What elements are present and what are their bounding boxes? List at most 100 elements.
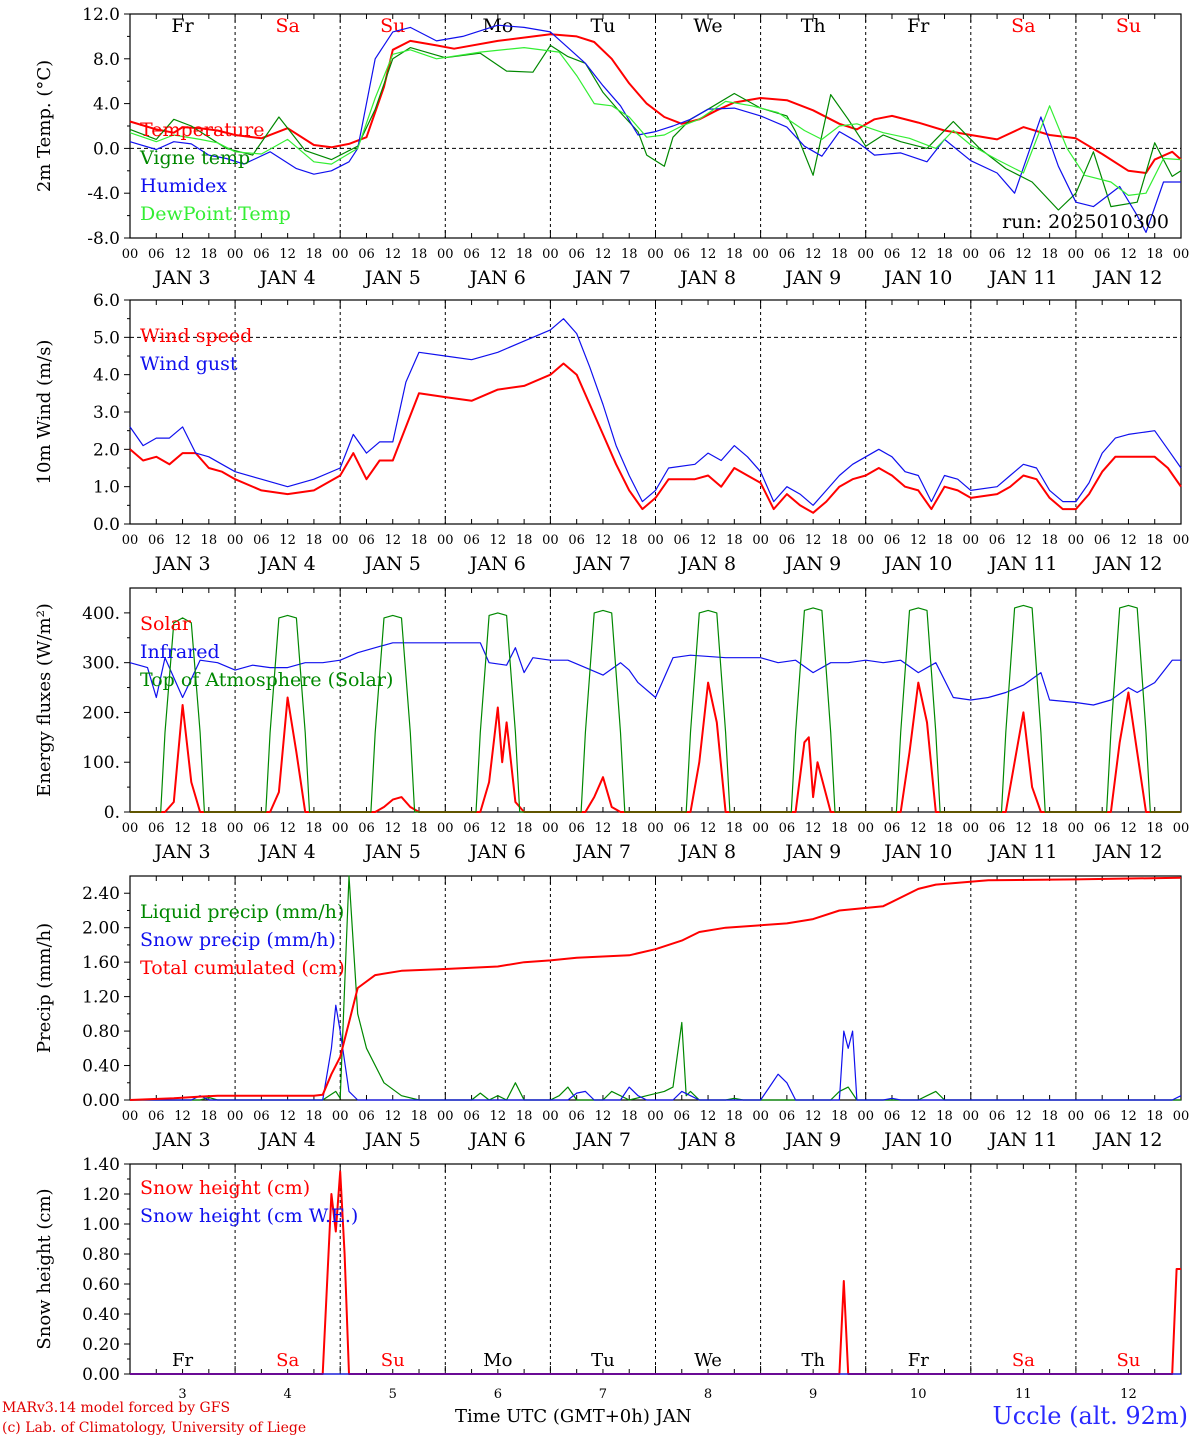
legend-entry: Humidex [140,175,227,197]
station-label: Uccle (alt. 92m) [992,1402,1188,1430]
hour-tick-label: 06 [463,247,480,262]
y-tick-label: 8.0 [93,50,120,70]
hour-tick-label: 12 [490,533,507,548]
date-label: JAN 11 [987,553,1057,575]
hour-tick-label: 06 [568,821,585,836]
hour-tick-label: 18 [936,533,953,548]
hour-tick-label: 06 [253,533,270,548]
legend-entry: Liquid precip (mm/h) [140,901,344,923]
date-label: JAN 10 [882,553,952,575]
date-label: JAN 8 [678,553,736,575]
hour-tick-label: 12 [490,1109,507,1124]
hour-tick-label: 00 [647,247,664,262]
hour-tick-label: 18 [621,1109,638,1124]
legend-entry: DewPoint Temp [140,203,291,225]
hour-tick-label: 06 [148,533,165,548]
hour-tick-label: 12 [174,821,191,836]
date-label: JAN 6 [468,1129,526,1151]
hour-tick-label: 18 [516,533,533,548]
hour-tick-label: 12 [279,533,296,548]
y-tick-label: 1.0 [93,478,120,498]
hour-tick-label: 18 [201,247,218,262]
hour-tick-label: 00 [122,247,139,262]
hour-tick-label: 00 [1068,247,1085,262]
y-tick-label: 0.00 [82,1365,120,1385]
x-axis-title: Time UTC (GMT+0h) JAN [455,1406,692,1427]
hour-tick-label: 12 [700,821,717,836]
hour-tick-label: 18 [1146,821,1163,836]
hour-tick-label: 12 [700,533,717,548]
day-number-label: 9 [809,1387,817,1402]
weekday-label: Tu [591,1350,615,1371]
hour-tick-label: 12 [490,821,507,836]
hour-tick-label: 18 [621,247,638,262]
hour-tick-label: 06 [884,821,901,836]
hour-tick-label: 00 [857,821,874,836]
hour-tick-label: 06 [463,533,480,548]
y-axis-title: Energy fluxes (W/m²) [34,603,55,797]
hour-tick-label: 12 [174,247,191,262]
hour-tick-label: 12 [1120,533,1137,548]
hour-tick-label: 18 [726,247,743,262]
weekday-label: Su [381,1350,405,1371]
y-tick-label: 4.0 [93,95,120,115]
hour-tick-label: 18 [411,821,428,836]
date-label: JAN 3 [153,553,211,575]
hour-tick-label: 12 [910,533,927,548]
legend-entry: Temperature [140,119,264,141]
date-label: JAN 9 [783,1129,841,1151]
hour-tick-label: 12 [1015,533,1032,548]
date-label: JAN 9 [783,267,841,289]
hour-tick-label: 06 [779,1109,796,1124]
hour-tick-label: 06 [568,247,585,262]
hour-tick-label: 12 [384,1109,401,1124]
date-label: JAN 4 [258,1129,316,1151]
hour-tick-label: 12 [174,1109,191,1124]
date-label: JAN 7 [573,841,631,863]
hour-tick-label: 00 [227,533,244,548]
date-label: JAN 10 [882,267,952,289]
hour-tick-label: 18 [1041,1109,1058,1124]
date-label: JAN 5 [363,553,421,575]
hour-tick-label: 00 [647,821,664,836]
y-tick-label: 100. [82,753,120,773]
day-number-label: 5 [389,1387,397,1402]
y-tick-label: 12.0 [82,5,120,25]
y-tick-label: 300. [82,654,120,674]
date-label: JAN 5 [363,841,421,863]
hour-tick-label: 00 [1173,247,1190,262]
hour-tick-label: 12 [805,247,822,262]
hour-tick-label: 06 [779,533,796,548]
date-label: JAN 8 [678,267,736,289]
hour-tick-label: 00 [542,1109,559,1124]
weekday-label: Th [801,15,826,37]
date-label: JAN 12 [1092,267,1162,289]
hour-tick-label: 06 [1094,1109,1111,1124]
date-label: JAN 11 [987,1129,1057,1151]
hour-tick-label: 00 [122,821,139,836]
hour-tick-label: 18 [831,821,848,836]
legend-entry: Snow height (cm) [140,1177,310,1199]
hour-tick-label: 12 [279,247,296,262]
weekday-label: Su [380,15,405,37]
hour-tick-label: 18 [201,1109,218,1124]
hour-tick-label: 00 [227,1109,244,1124]
y-tick-label: 400. [82,604,120,624]
date-label: JAN 6 [468,553,526,575]
hour-tick-label: 00 [1173,821,1190,836]
hour-tick-label: 18 [1146,1109,1163,1124]
y-axis-title: Snow height (cm) [34,1188,55,1349]
day-number-label: 11 [1015,1387,1032,1402]
hour-tick-label: 12 [279,821,296,836]
legend-entry: Total cumulated (cm) [140,957,345,979]
hour-tick-label: 00 [1068,1109,1085,1124]
day-number-label: 6 [494,1387,502,1402]
hour-tick-label: 00 [752,247,769,262]
hour-tick-label: 12 [910,1109,927,1124]
series-line-vigne-temp [129,44,1182,211]
hour-tick-label: 06 [674,533,691,548]
credit-model: MARv3.14 model forced by GFS [2,1400,231,1416]
legend-entry: Infrared [140,641,220,663]
weekday-label: Sa [276,1350,299,1371]
